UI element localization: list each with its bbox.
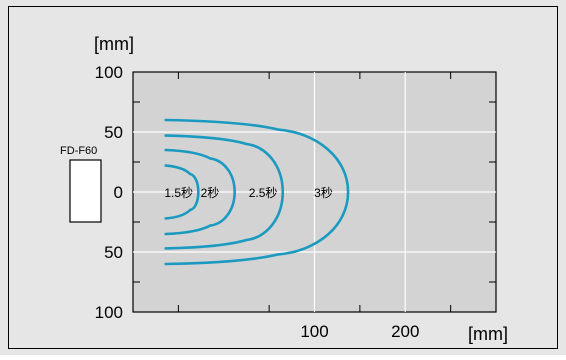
grid-lines: [133, 72, 496, 312]
x-tick-label: 200: [391, 322, 419, 341]
curve-3: [164, 134, 285, 250]
x-tick-label: 100: [300, 322, 328, 341]
curve-label-2: 2秒: [201, 186, 220, 200]
x-axis-ticks: 100 200: [300, 322, 419, 341]
sensor-box: [69, 159, 102, 223]
y-tick-label: 100: [95, 303, 123, 322]
chart-border: [8, 6, 558, 349]
y-tick-label: 50: [104, 123, 123, 142]
curve-labels-group: 1.5秒 2秒 2.5秒 3秒: [164, 186, 332, 200]
y-axis-ticks: 100 50 0 50 100: [95, 63, 123, 322]
y-tick-label: 100: [95, 63, 123, 82]
y-tick-label: 0: [114, 183, 123, 202]
curve-2: [164, 148, 236, 236]
y-axis-label: [mm]: [94, 34, 134, 54]
sensor-label: FD-F60: [60, 145, 97, 157]
curve-4: [164, 118, 350, 266]
curve-label-4: 3秒: [314, 186, 333, 200]
curves-group: [164, 118, 350, 266]
curve-label-3: 2.5秒: [249, 186, 278, 200]
curve-label-1: 1.5秒: [164, 186, 193, 200]
y-tick-label: 50: [104, 243, 123, 262]
curve-1: [164, 164, 200, 220]
x-axis-label: [mm]: [468, 324, 508, 344]
